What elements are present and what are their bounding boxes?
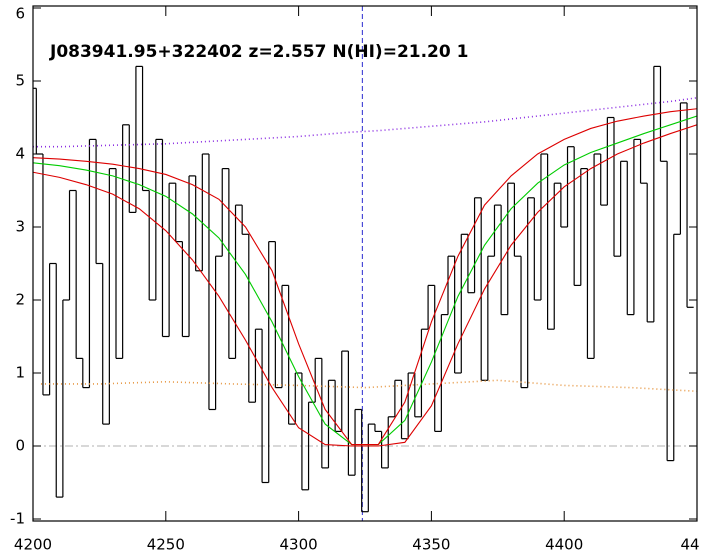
x-tick-label: 4200 [14,536,52,554]
x-tick-label: 4250 [147,536,185,554]
model-curve [33,124,697,447]
plot-frame [32,5,698,522]
model-curve [33,108,697,446]
x-tick-label: 44 [680,536,699,554]
y-tick-label: 5 [15,72,25,90]
x-tick-label: 4400 [545,536,583,554]
y-tick-label: -1 [10,510,25,528]
dotted-curve [40,379,697,393]
y-tick-label: 6 [15,5,25,23]
y-tick-label: 4 [15,145,25,163]
annotation: J083941.95+322402 z=2.557 N(HI)=21.20 1 [49,42,468,62]
y-tick-label: 0 [15,437,25,455]
x-tick-label: 4350 [412,536,450,554]
axes: -1 0 1 2 3 4 5 6 4200 4250 4300 4350 4400 44 [10,5,700,554]
x-tick-label: 4300 [280,536,318,554]
dotted-curve [33,96,697,148]
y-tick-label: 3 [15,218,25,236]
y-tick-label: 1 [15,364,25,382]
y-tick-label: 2 [15,291,25,309]
plot-area [33,6,697,521]
